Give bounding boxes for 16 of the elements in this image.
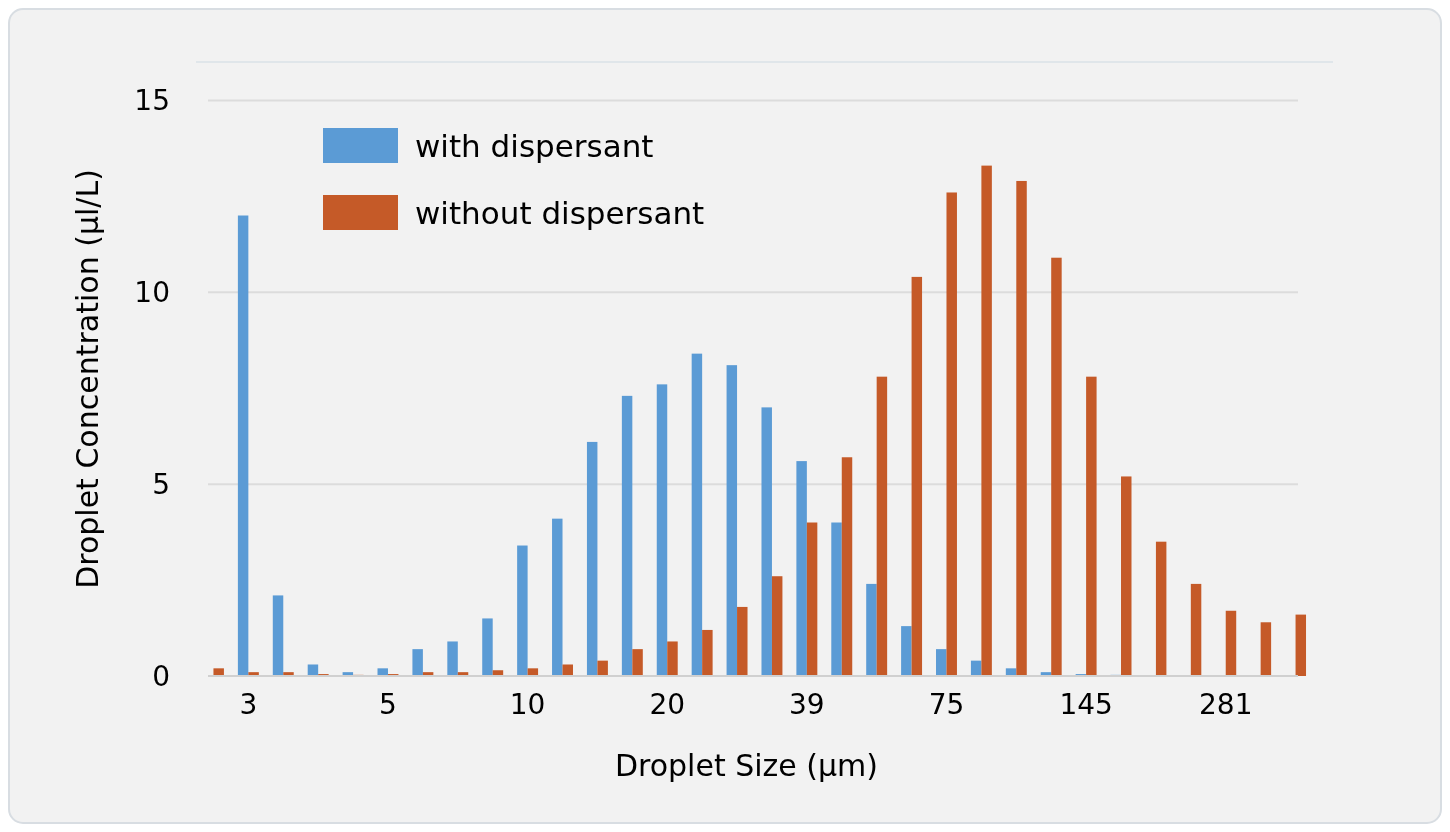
legend-label: with dispersant <box>415 127 654 164</box>
y-tick-label: 0 <box>152 659 170 693</box>
y-tick-label: 5 <box>152 467 170 501</box>
x-tick-label: 145 <box>1059 688 1113 721</box>
x-tick-label: 20 <box>649 688 686 721</box>
y-axis-title: Droplet Concentration (µl/L) <box>70 169 105 589</box>
x-axis-title: Droplet Size (µm) <box>614 748 879 783</box>
x-tick-label: 75 <box>928 688 965 721</box>
x-tick-label: 3 <box>239 688 258 721</box>
x-tick-label: 10 <box>509 688 546 721</box>
x-tick-label: 281 <box>1199 688 1253 721</box>
x-tick-label: 39 <box>789 688 825 721</box>
legend-label: without dispersant <box>415 194 705 231</box>
x-tick-label: 5 <box>379 688 397 721</box>
y-tick-label: 15 <box>134 84 170 118</box>
y-tick-label: 10 <box>134 276 170 310</box>
